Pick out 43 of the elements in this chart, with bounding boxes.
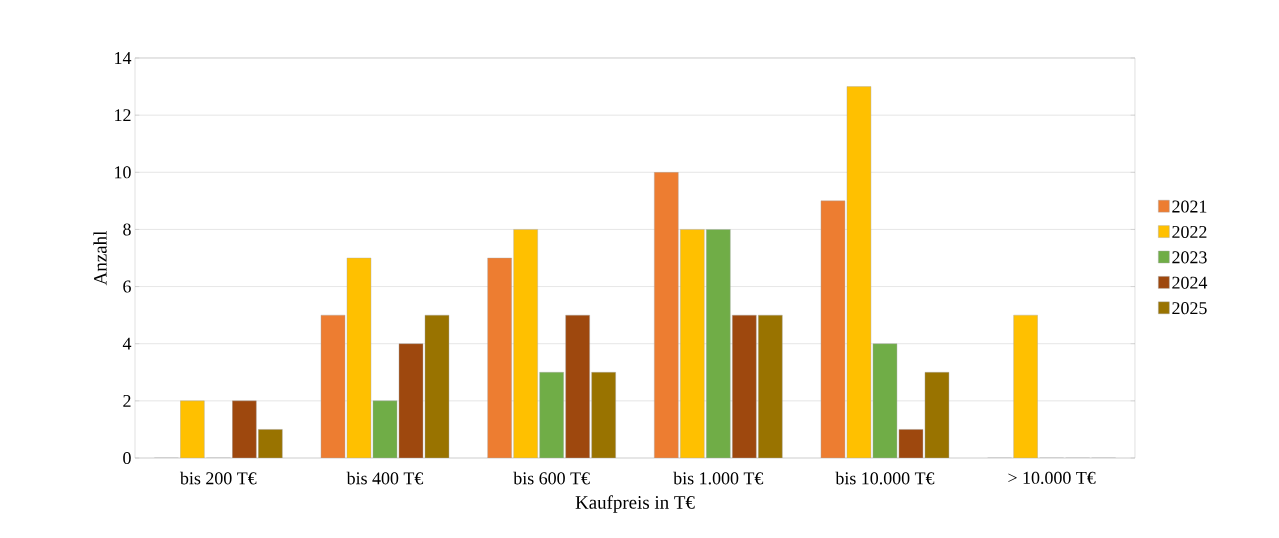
bar: [320, 315, 345, 458]
y-tick-label: 12: [115, 109, 131, 122]
bar: [346, 258, 371, 458]
legend-label: 2024: [1172, 276, 1208, 289]
bar: [924, 372, 949, 458]
bar: [758, 315, 783, 458]
y-tick-label: 10: [115, 166, 131, 179]
bar: [232, 400, 257, 458]
y-tick-label: 4: [122, 337, 132, 350]
x-tick-label: bis 600 T€: [513, 471, 590, 485]
legend-label: 2023: [1172, 251, 1207, 264]
bar: [180, 400, 205, 458]
y-tick-label: 8: [123, 223, 131, 236]
bar: [732, 315, 757, 458]
bar: [846, 86, 871, 458]
legend-label: 2022: [1172, 225, 1207, 238]
bar: [706, 229, 731, 458]
x-tick-label: bis 10.000 T€: [835, 471, 935, 485]
x-tick-label: bis 200 T€: [179, 471, 257, 485]
bar: [680, 229, 705, 458]
bar: [258, 429, 283, 458]
x-tick-label: bis 400 T€: [346, 471, 424, 485]
x-axis-title: Kaufpreis in T€: [575, 495, 695, 513]
y-tick-label: 2: [123, 394, 131, 407]
bar: [820, 200, 845, 458]
y-tick-label: 0: [123, 451, 131, 465]
y-tick-label: 6: [123, 280, 131, 293]
bar: [1013, 314, 1038, 458]
legend-label: 2021: [1172, 200, 1207, 213]
y-tick-label: 14: [115, 52, 132, 64]
y-axis-title: Anzahl: [93, 231, 107, 286]
bar: [398, 343, 423, 458]
x-tick-label: > 10.000 T€: [1008, 471, 1096, 484]
bar: [872, 343, 897, 458]
bar: [424, 315, 449, 458]
legend-label: 2025: [1172, 302, 1207, 315]
bar: [565, 315, 590, 458]
bar: [487, 258, 512, 458]
bar: [591, 372, 616, 458]
x-tick-label: bis 1.000 T€: [673, 471, 764, 485]
bar: [539, 372, 564, 458]
bar: [654, 172, 679, 458]
bar: [513, 229, 538, 458]
